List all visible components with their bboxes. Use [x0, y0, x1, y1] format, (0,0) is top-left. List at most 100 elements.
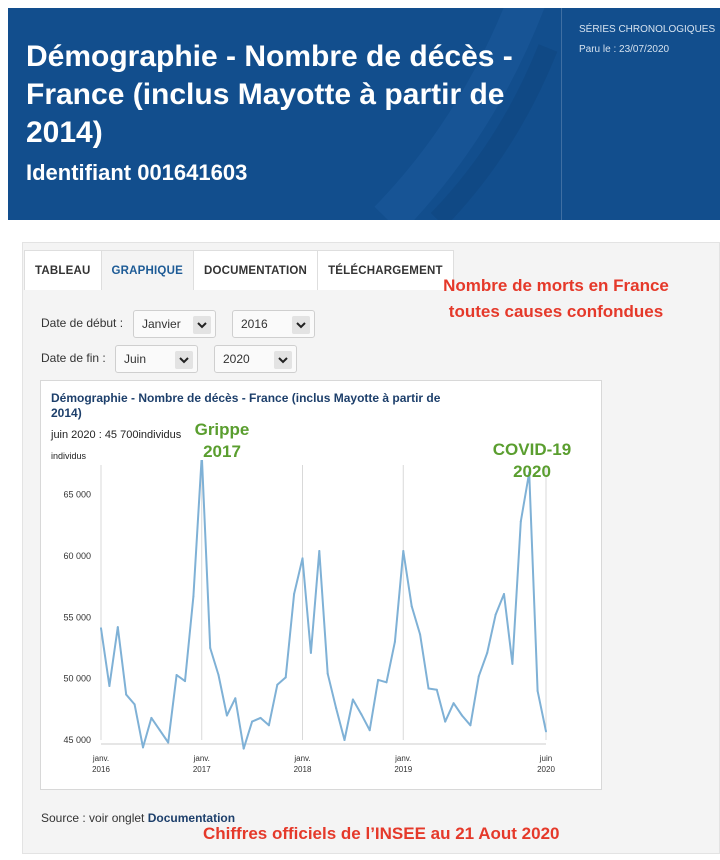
annotation-grippe: Grippe 2017 [194, 420, 250, 461]
x-tick-label: janv. [394, 754, 411, 763]
data-point [217, 674, 220, 676]
end-month-select[interactable]: Juin [115, 345, 198, 373]
data-point [251, 720, 254, 723]
x-tick-label: janv. [193, 754, 210, 763]
data-point [301, 557, 304, 560]
tab-tableau[interactable]: TABLEAU [24, 250, 102, 290]
chevron-down-icon [175, 351, 193, 369]
page-title: Démographie - Nombre de décès - France (… [26, 40, 513, 149]
data-point [519, 520, 522, 523]
data-point [503, 593, 505, 595]
start-year-select[interactable]: 2016 [232, 310, 315, 338]
data-point [461, 714, 463, 717]
deaths-series-line [100, 460, 547, 750]
series-identifier: Identifiant 001641603 [26, 160, 248, 185]
data-point [536, 689, 539, 692]
publication-date: Paru le : 23/07/2020 [579, 44, 670, 55]
tab-graphique[interactable]: GRAPHIQUE [100, 250, 194, 290]
start-month-value: Janvier [142, 317, 181, 331]
series-category: SÉRIES CHRONOLOGIQUES [579, 24, 716, 35]
tab-bar: TABLEAU GRAPHIQUE DOCUMENTATION TÉLÉCHAR… [24, 250, 454, 290]
data-point [335, 707, 338, 710]
data-point [385, 681, 388, 684]
data-point [402, 550, 405, 552]
chevron-down-icon [274, 351, 292, 369]
data-point [410, 605, 413, 608]
data-point [125, 693, 128, 696]
chart-title: Démographie - Nombre de décès - France (… [51, 391, 441, 420]
x-tick-label: juin [539, 754, 552, 763]
x-tick-year: 2020 [537, 765, 555, 774]
data-point [393, 640, 396, 643]
chevron-down-icon [292, 316, 310, 334]
start-month-select[interactable]: Janvier [133, 310, 216, 338]
data-point [267, 724, 270, 727]
documentation-link[interactable]: Documentation [147, 811, 236, 825]
end-date-label: Date de fin : [41, 351, 106, 365]
data-point [318, 550, 321, 552]
data-point [368, 729, 371, 732]
banner-decoration [374, 8, 558, 220]
start-date-label: Date de début : [41, 316, 124, 330]
y-tick-label: 65 000 [63, 490, 91, 500]
data-point [452, 702, 455, 705]
data-point [477, 675, 480, 678]
data-point [469, 724, 472, 727]
data-point [343, 739, 346, 741]
data-point [444, 720, 447, 723]
x-tick-label: janv. [293, 754, 310, 763]
data-point [511, 662, 514, 665]
data-point [108, 685, 111, 687]
data-point [192, 595, 195, 598]
end-month-value: Juin [124, 352, 147, 366]
data-point [184, 680, 186, 683]
tab-documentation[interactable]: DOCUMENTATION [192, 250, 319, 290]
tab-telechargement[interactable]: TÉLÉCHARGEMENT [317, 250, 454, 290]
header-banner: Démographie - Nombre de décès - France (… [8, 8, 720, 220]
data-point [242, 747, 245, 750]
data-point [175, 674, 178, 676]
data-point [276, 683, 279, 686]
data-point [150, 716, 153, 719]
header-meta: SÉRIES CHRONOLOGIQUES Paru le : 23/07/20… [561, 8, 720, 220]
data-point [377, 678, 380, 681]
y-tick-label: 50 000 [63, 674, 91, 684]
x-tick-year: 2016 [92, 765, 110, 774]
data-point [419, 633, 422, 636]
data-point [158, 729, 161, 732]
data-point [326, 672, 329, 675]
data-point [309, 651, 312, 654]
end-year-select[interactable]: 2020 [214, 345, 297, 373]
chevron-down-icon [193, 316, 211, 334]
source-prefix: Source : voir onglet [41, 811, 145, 825]
data-point [351, 698, 354, 701]
data-point [528, 471, 531, 474]
data-point [494, 613, 497, 616]
line-chart: 45 000 50 000 55 000 60 000 65 000 janv. 2016… [63, 460, 555, 774]
start-year-value: 2016 [241, 317, 268, 331]
data-point [116, 626, 119, 629]
data-point [435, 688, 438, 691]
x-tick-year: 2018 [294, 765, 312, 774]
source-note: Source : voir onglet Documentation [41, 811, 235, 825]
end-year-value: 2020 [223, 352, 250, 366]
data-point [234, 697, 237, 700]
data-point [427, 687, 430, 690]
y-tick-label: 55 000 [63, 612, 91, 622]
x-tick-year: 2017 [193, 765, 211, 774]
data-point [133, 703, 136, 706]
x-tick-year: 2019 [394, 765, 412, 774]
y-tick-label: 60 000 [63, 551, 91, 561]
data-point [225, 714, 228, 717]
data-point [293, 593, 296, 595]
data-point [486, 651, 489, 654]
data-point [100, 627, 102, 630]
data-point [259, 716, 262, 719]
data-point [360, 713, 363, 716]
chart-subtitle: juin 2020 : 45 700individus [51, 429, 182, 441]
data-point [167, 741, 170, 744]
data-point [142, 746, 144, 749]
y-tick-label: 45 000 [63, 735, 91, 745]
data-point [209, 647, 212, 649]
data-point [545, 730, 547, 733]
